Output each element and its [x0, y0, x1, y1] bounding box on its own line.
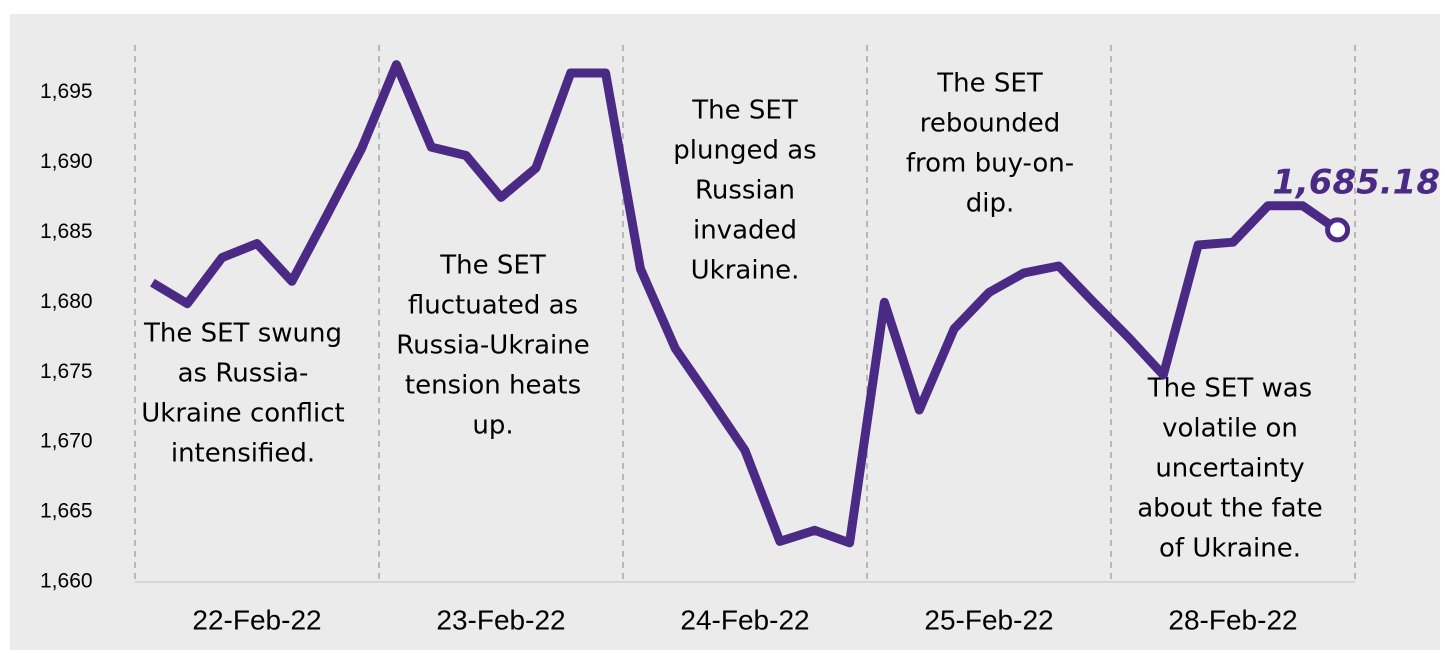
annotation: dip. [966, 189, 1015, 219]
value-label: 1,685.18 [1272, 162, 1440, 202]
annotation: about the fate [1137, 494, 1323, 524]
annotation: intensified. [171, 439, 315, 469]
annotation: Russia-Ukraine [396, 331, 589, 361]
y-tick-label: 1,670 [40, 430, 93, 453]
annotation: plunged as [673, 136, 816, 166]
annotation: uncertainty [1155, 454, 1304, 484]
end-marker [1325, 217, 1351, 243]
chart-background [10, 14, 1440, 650]
annotation: as Russia- [178, 359, 309, 389]
y-tick-label: 1,665 [40, 500, 93, 523]
annotation: The SET [439, 251, 546, 281]
annotation: fluctuated as [408, 291, 578, 321]
annotation: rebounded [920, 109, 1061, 139]
annotation: The SET [691, 96, 798, 126]
annotation: The SET was [1147, 374, 1312, 404]
series-line [150, 60, 1341, 548]
y-tick-label: 1,690 [40, 150, 93, 173]
annotation: tension heats [405, 371, 581, 401]
y-tick-label: 1,675 [40, 360, 93, 383]
x-tick-label: 23-Feb-22 [436, 604, 565, 635]
annotation: Ukraine conflict [141, 399, 344, 429]
annotation: The SET [936, 69, 1043, 99]
x-tick-label: 24-Feb-22 [680, 604, 809, 635]
annotation: from buy-on- [906, 149, 1074, 179]
annotation: Ukraine. [691, 256, 800, 286]
annotation: up. [472, 411, 513, 441]
annotation: of Ukraine. [1159, 534, 1301, 564]
annotation: volatile on [1162, 414, 1298, 444]
annotation: Russian [695, 176, 795, 206]
x-tick-label: 25-Feb-22 [924, 604, 1053, 635]
y-tick-label: 1,680 [40, 290, 93, 313]
y-tick-label: 1,685 [40, 220, 93, 243]
annotation: invaded [693, 216, 797, 246]
x-tick-label: 22-Feb-22 [192, 604, 321, 635]
annotation: The SET swung [143, 319, 342, 349]
y-tick-label: 1,660 [40, 570, 93, 593]
y-tick-label: 1,695 [40, 80, 93, 103]
x-tick-label: 28-Feb-22 [1168, 604, 1297, 635]
